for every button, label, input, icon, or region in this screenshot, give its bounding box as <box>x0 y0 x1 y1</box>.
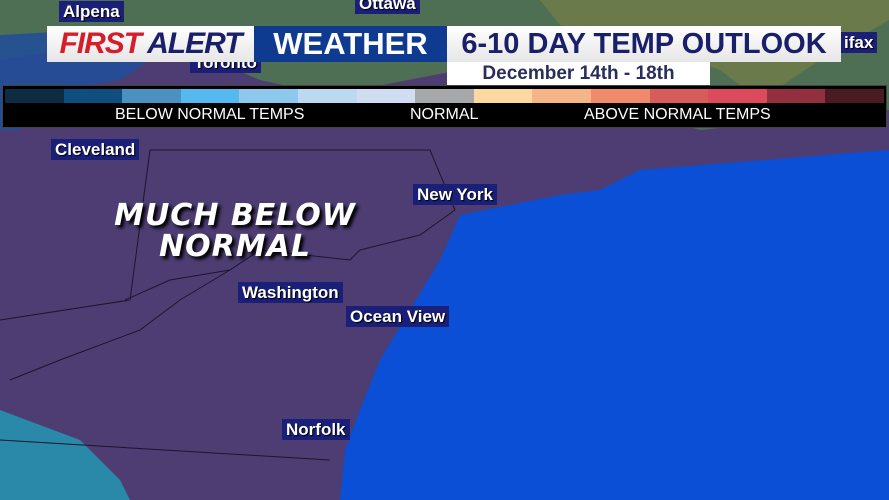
legend-swatch <box>532 89 591 103</box>
city-label-halifax: ifax <box>840 32 878 53</box>
legend-swatch <box>590 89 650 103</box>
legend-swatch <box>766 89 826 103</box>
legend-color-scale <box>5 89 884 103</box>
ocean <box>340 150 889 500</box>
legend-swatch <box>356 89 416 103</box>
city-label-new-york: New York <box>413 184 497 205</box>
region-label: MUCH BELOW NORMAL <box>90 200 380 262</box>
title-banner: FIRST ALERT WEATHER 6-10 DAY TEMP OUTLOOK <box>47 26 841 62</box>
legend-swatch <box>473 89 533 103</box>
legend-swatch <box>297 89 357 103</box>
legend-swatch <box>122 89 181 103</box>
region-label-line1: MUCH BELOW <box>114 198 356 233</box>
date-range: December 14th - 18th <box>447 62 710 86</box>
legend-swatch <box>239 89 298 103</box>
region-label-line2: NORMAL <box>159 229 311 264</box>
city-label-alpena: Alpena <box>59 1 124 22</box>
legend-swatch <box>415 89 474 103</box>
page-title: 6-10 DAY TEMP OUTLOOK <box>447 26 841 62</box>
city-label-ocean-view: Ocean View <box>346 306 450 327</box>
city-label-cleveland: Cleveland <box>51 139 140 160</box>
city-label-norfolk: Norfolk <box>282 419 350 440</box>
brand-weather: WEATHER <box>254 26 447 62</box>
legend-swatch <box>708 89 767 103</box>
legend-above-label: ABOVE NORMAL TEMPS <box>584 106 771 123</box>
legend-swatch <box>649 89 709 103</box>
legend-swatch <box>825 89 884 103</box>
legend-normal-label: NORMAL <box>410 106 479 123</box>
legend-below-label: BELOW NORMAL TEMPS <box>115 106 305 123</box>
brand-alert: ALERT <box>147 27 242 60</box>
brand-first: FIRST <box>59 27 142 60</box>
legend-swatch <box>5 89 64 103</box>
brand-logo: FIRST ALERT <box>47 26 254 62</box>
city-label-ottawa: Ottawa <box>355 0 420 14</box>
legend-swatch <box>63 89 123 103</box>
city-label-washington: Washington <box>238 282 343 303</box>
legend-swatch <box>180 89 240 103</box>
temperature-legend: BELOW NORMAL TEMPS NORMAL ABOVE NORMAL T… <box>2 85 887 128</box>
